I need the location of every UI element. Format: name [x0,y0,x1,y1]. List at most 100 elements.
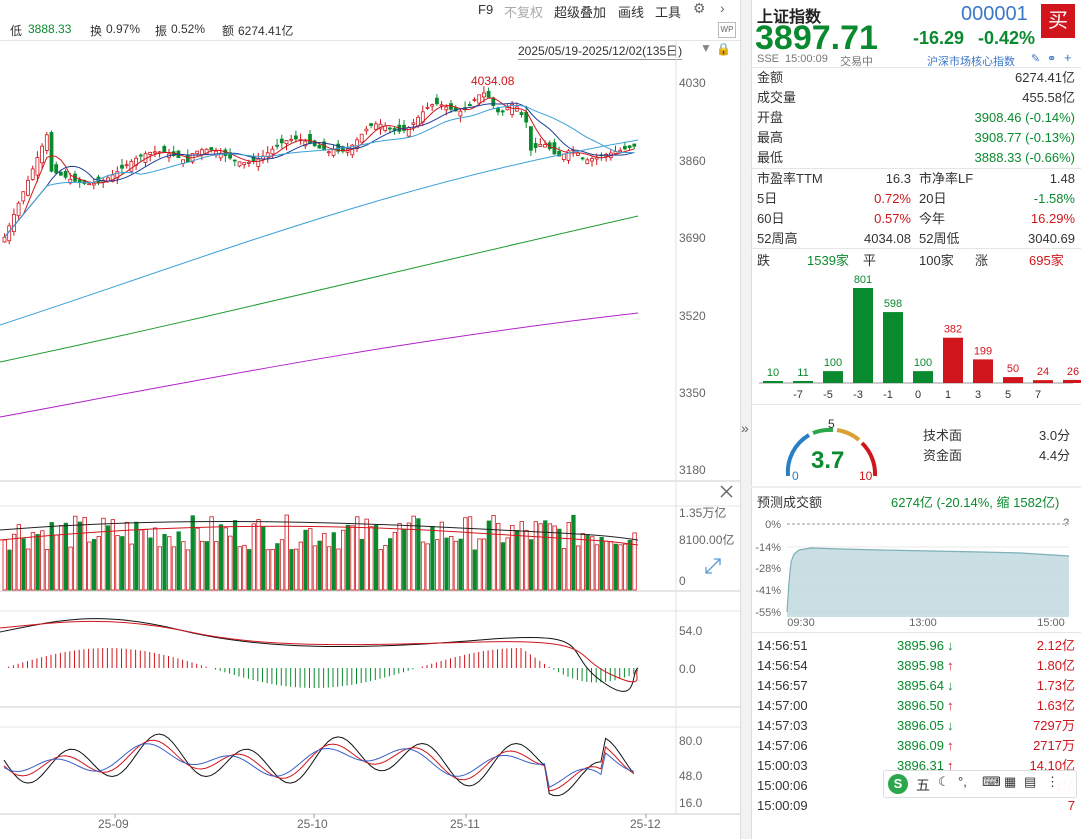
tick-list[interactable]: 14:56:51 3895.96 ↓ 2.12亿 14:56:54 3895.98 ↑ 1.8… [751,636,1081,836]
date-range[interactable]: 2025/05/19-2025/12/02(135日) [518,44,683,60]
distribution-bar [943,337,963,383]
tick-direction-icon: ↓ [947,678,954,693]
kline-chart-area[interactable]: 4030 3860 3690 3520 3350 3180 4034.08 1.… [0,40,740,839]
x-tick: 25-12 [630,817,661,831]
dropdown-icon[interactable]: ▼ [700,41,712,55]
tick-row[interactable]: 14:57:00 3896.50 ↑ 1.63亿 [757,696,1075,716]
candle-body [359,133,364,143]
volume-bar [340,529,346,591]
tick-time: 14:57:06 [757,738,808,753]
kline-chart[interactable]: 4030 3860 3690 3520 3350 3180 4034.08 1.… [0,40,740,839]
kdj-k-line [3,733,635,797]
candle-body [627,145,632,148]
candle-body [434,97,439,105]
ime-keyboard-icon[interactable]: ⌨ [982,774,1001,789]
low-value: 3888.33 [28,22,72,36]
volume-bar [449,536,454,591]
distribution-value: 199 [974,345,992,357]
tick-row[interactable]: 14:56:51 3895.96 ↓ 2.12亿 [757,636,1075,656]
no-restore-button[interactable]: 不复权 [504,5,544,20]
draw-line-button[interactable]: 画线 [618,5,645,20]
volume-bar [402,529,407,591]
ime-moon-icon[interactable]: ☾ [938,774,950,789]
score-gauge: 0 5 10 3.7 [785,417,878,483]
ma60-line [0,215,639,363]
price-tick: 3350 [679,386,706,400]
volume-bar [472,549,477,591]
tick-direction-icon: ↑ [947,658,954,673]
ime-punct-icon[interactable]: °, [958,774,967,789]
ime-toolbar[interactable]: S 五 ☾ °, ⌨ ▦ ▤ ⋮ [883,770,1077,798]
volume-bar [322,533,327,591]
overlay-button[interactable]: 超级叠加 [554,5,607,20]
distribution-bar [1063,379,1081,383]
candle-body [472,99,477,101]
tick-time: 15:00:03 [757,758,808,773]
tools-button[interactable]: 工具 [655,5,682,20]
volume-bar [434,539,440,591]
candle-body [510,103,515,115]
close-panel-icon[interactable] [720,485,733,498]
quote-time: 15:00:09 [785,53,828,65]
fund-label: 资金面 [923,448,963,463]
lock-icon[interactable]: 🔒 [716,42,731,56]
volume-bar [289,549,294,591]
volume-bar [124,521,130,591]
panel-divider[interactable]: » [740,0,752,839]
volume-bar [44,549,50,591]
volume-bar [214,541,219,591]
tick-row[interactable]: 14:57:06 3896.09 ↑ 2717万 [757,736,1075,756]
volume-bar [369,526,374,591]
stat-value: 6274.41亿 [1015,70,1075,85]
ime-logo-icon[interactable]: S [888,774,908,794]
edit-icon[interactable]: ✎ [1031,53,1041,65]
wp-icon[interactable]: WP [718,22,736,38]
ime-mode[interactable]: 五 [916,777,930,793]
candle-body [275,144,280,147]
core-index-link[interactable]: 沪深市场核心指数 [927,56,1015,68]
volume-bar [552,525,557,591]
settings-gear-icon[interactable]: ⚙ [693,0,706,16]
volume-bar [185,549,191,591]
volume-bar [167,536,172,591]
rise-fall-distribution-chart[interactable]: 10 11 100 801 598 100 382 199 50 24 26 -7 -5 -3 -1 0 1 3 5… [751,268,1081,403]
chevron-right-icon[interactable]: › [720,0,725,16]
stat-label: 开盘 [757,110,784,125]
forecast-volume-chart[interactable]: 0% -14% -28% -41% -55%? 09:30 13:00 15:00 [751,512,1081,632]
volume-bar [2,539,7,591]
add-icon[interactable]: + [1064,50,1072,65]
volume-bar [406,522,412,591]
distribution-value: 10 [767,367,779,379]
f9-button[interactable]: F9 [478,2,494,17]
index-name: 上证指数 [757,9,822,26]
tick-row[interactable]: 14:56:54 3895.98 ↑ 1.80亿 [757,656,1075,676]
quote-panel: 上证指数 000001 买 3897.71 -16.29 -0.42% SSE … [751,0,1081,839]
ime-skin-icon[interactable]: ▦ [1004,774,1017,789]
volume-bar [91,539,97,591]
tick-row[interactable]: 14:57:03 3896.05 ↓ 7297万 [757,716,1075,736]
forecast-title: 预测成交额 [757,495,823,510]
buy-button[interactable]: 买 [1041,4,1075,38]
price-change-pct: -0.42% [978,28,1036,48]
candle-body [223,149,228,157]
ime-toolbox-icon[interactable]: ▤ [1024,774,1037,789]
collapse-arrow-icon[interactable]: » [741,420,749,436]
metric-row: 市盈率TTM 16.3 市净率LF 1.48 [757,169,1075,189]
tick-row[interactable]: 15:00:09 7 [757,796,1075,816]
macd-tick: 0.0 [679,662,696,676]
ime-menu-icon[interactable]: ⋮ [1046,774,1059,789]
expand-icon[interactable] [705,558,721,574]
link-icon[interactable]: ⚭ [1047,53,1057,65]
candle-body [580,157,585,160]
macd-tick: 54.0 [679,624,703,638]
forecast-y-label: -41% [755,585,781,597]
tick-volume: 2.12亿 [1036,638,1075,653]
candle-body [303,140,308,147]
fund-value: 4.4分 [1039,448,1071,463]
tech-label: 技术面 [923,428,963,443]
distribution-bar [793,381,813,383]
tick-row[interactable]: 14:56:57 3895.64 ↓ 1.73亿 [757,676,1075,696]
volume-bar [35,534,40,591]
volume-bar [303,529,308,591]
tick-row[interactable]: 15:00:03 3896.31 ↑ 14.10亿 [757,756,1075,776]
